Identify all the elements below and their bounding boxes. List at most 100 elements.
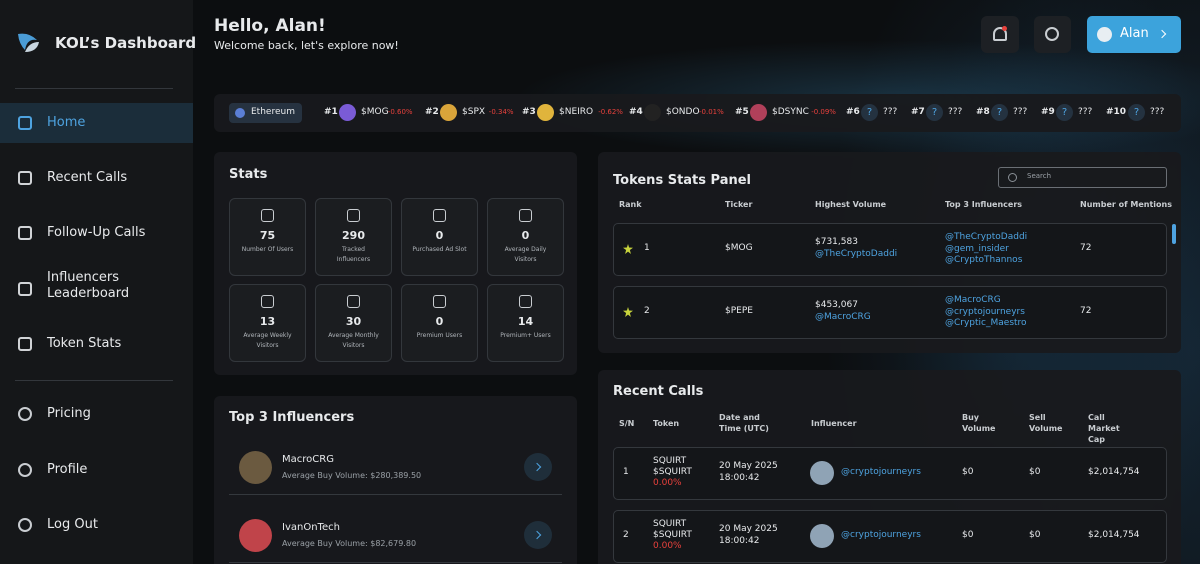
market-cap: $2,014,754 [1088,467,1140,477]
chevron [532,530,542,540]
token-symbol: $SQUIRT [653,467,692,477]
icon [18,282,32,296]
ticker-change: -0.09% [811,108,836,116]
sell-volume: $0 [1029,530,1041,540]
influencer-avatar [239,451,272,484]
influencer-detail: Average Buy Volume: $82,679.80 [282,539,417,548]
influencer-link[interactable]: @CryptoThannos [945,255,1023,265]
mentions: 72 [1080,243,1092,253]
volume: $453,067 [815,300,858,310]
icon [18,337,32,351]
column-header: Call Market Cap [1088,413,1120,444]
stat-label: Purchased Ad Slot [412,246,467,253]
influencer-link[interactable]: @TheCryptoDaddi [945,232,1028,242]
nav-item[interactable]: Influencers Leaderboard [0,269,193,309]
influencer-link[interactable]: @gem_insider [945,243,1009,254]
search-icon [1008,173,1017,182]
column-header: Date and Time (UTC) [719,413,769,433]
influencer-link[interactable]: @cryptojourneyrs [841,467,921,477]
ticker-rank: #5 [735,107,749,117]
token-icon: ? [926,104,943,121]
buy-volume: $0 [962,530,974,540]
ticker-rank: #4 [629,107,643,117]
token-row[interactable]: 2 $PEPE $453,067 @MacroCRG @MacroCRG @cryptoj… [613,286,1167,339]
open-button[interactable] [524,521,552,549]
nav-label: Profile [47,462,88,477]
influencer-link[interactable]: @cryptojourneyrs [945,306,1025,317]
stat-label: Number Of Users [241,246,294,253]
stat-card: 75 Number Of Users [229,198,306,276]
sell-volume: $0 [1029,467,1041,477]
stat-value: 14 [517,315,534,328]
rank: 2 [644,306,650,316]
user-button[interactable]: Alan [1087,16,1181,53]
nav-item[interactable]: Log Out [0,505,193,545]
open-button[interactable] [524,453,552,481]
brand-name: KOL’s Dashboard [55,34,197,52]
influencer-link[interactable]: @MacroCRG [945,295,1001,305]
notifications-button[interactable] [981,16,1019,53]
token-icon [750,104,767,121]
panel-title: Tokens Stats Panel [613,173,752,188]
nav-item[interactable]: Follow-Up Calls [0,213,193,253]
chevron [1157,29,1167,39]
influencer-item[interactable]: MacroCRG Average Buy Volume: $280,389.50 [229,438,562,495]
token-name: SQUIRT [653,456,687,466]
call-row[interactable]: 1 SQUIRT $SQUIRT 0.00% 20 May 2025 18:00:42 @c… [613,447,1167,500]
stat-value: 290 [342,229,365,242]
nav-label: Pricing [47,406,91,421]
search-input[interactable]: Search [998,167,1167,188]
icon [1045,27,1059,41]
ticker: $PEPE [725,306,753,316]
call-time: 18:00:42 [719,473,760,483]
column-header: S/N [619,419,635,428]
column-header: Buy Volume [962,413,996,433]
ticker-name: ??? [948,107,963,117]
influencer-link[interactable]: @Cryptic_Maestro [945,318,1027,328]
nav-item[interactable]: Home [0,103,193,143]
influencer-name: IvanOnTech [282,522,340,533]
stat-value: 75 [259,229,276,242]
volume-by: @TheCryptoDaddi [815,249,898,259]
serial: 1 [623,467,629,477]
search-placeholder: Search [1027,172,1052,180]
column-header: Rank [619,200,642,209]
chain-pill[interactable]: Ethereum [229,103,302,123]
ticker-name: $NEIRO [559,107,594,117]
nav-item[interactable]: Recent Calls [0,158,193,198]
influencer-item[interactable]: IvanOnTech Average Buy Volume: $82,679.80 [229,506,562,563]
token-change: 0.00% [653,541,682,551]
stat-card: 30 Average Monthly Visitors [315,284,392,362]
scrollbar [1172,224,1176,244]
nav-item[interactable]: Profile [0,450,193,490]
top-influencers-panel: Top 3 Influencers MacroCRG Average Buy Vol… [214,396,577,564]
icon [261,295,274,308]
ticker-name: ??? [1150,107,1165,117]
sidebar: KOL’s Dashboard Home Recent Calls Follow-U… [0,0,197,564]
nav-item[interactable]: Pricing [0,394,193,434]
stat-value: 0 [435,315,444,328]
subtitle: Welcome back, let's explore now! [214,39,399,52]
icon [261,209,274,222]
ticker-rank: #3 [522,107,536,117]
settings-button[interactable] [1034,16,1071,53]
icon [519,209,532,222]
column-header: Ticker [725,200,753,209]
nav-item[interactable]: Token Stats [0,324,193,364]
call-time: 18:00:42 [719,536,760,546]
token-row[interactable]: 1 $MOG $731,583 @TheCryptoDaddi @TheCryptoDa… [613,223,1167,276]
ticker-name: $SPX [462,107,486,117]
ticker-change: -0.01% [699,108,724,116]
call-date: 20 May 2025 [719,461,778,471]
ticker-rank: #8 [976,107,990,117]
call-row[interactable]: 2 SQUIRT $SQUIRT 0.00% 20 May 2025 18:00:42 @c… [613,510,1167,563]
token-icon [537,104,554,121]
token-icon [339,104,356,121]
divider [15,380,173,381]
influencer-link[interactable]: @cryptojourneyrs [841,530,921,540]
icon [18,463,32,477]
icon [993,27,1007,41]
stat-label: Average Monthly Visitors [328,332,379,349]
stat-value: 30 [345,315,362,328]
